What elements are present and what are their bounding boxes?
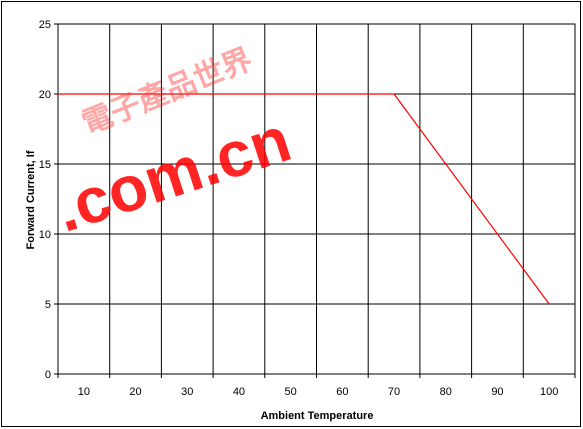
y-tick-label: 15 bbox=[39, 159, 51, 171]
x-tick-label: 90 bbox=[491, 386, 503, 398]
x-tick-labels: 10 20 30 40 50 60 70 80 90 100 bbox=[78, 386, 559, 398]
y-axis-title: Forward Current, If bbox=[25, 150, 37, 249]
y-tick-label: 20 bbox=[39, 89, 51, 101]
y-tick-label: 0 bbox=[45, 369, 51, 381]
x-tick-label: 40 bbox=[233, 386, 245, 398]
x-tick-label: 10 bbox=[78, 386, 90, 398]
watermark: 電子產品世界 .com.cn bbox=[47, 42, 299, 246]
x-tick-label: 100 bbox=[540, 386, 558, 398]
y-tick-label: 5 bbox=[45, 299, 51, 311]
x-tick-label: 80 bbox=[440, 386, 452, 398]
x-tick-label: 50 bbox=[285, 386, 297, 398]
gridlines bbox=[58, 23, 575, 374]
x-tick-label: 20 bbox=[129, 386, 141, 398]
x-axis-title: Ambient Temperature bbox=[261, 410, 374, 422]
x-tick-label: 70 bbox=[388, 386, 400, 398]
series-group bbox=[58, 93, 550, 305]
series-line bbox=[58, 93, 550, 305]
axis-ticks bbox=[54, 23, 576, 378]
y-tick-label: 10 bbox=[39, 229, 51, 241]
x-tick-label: 60 bbox=[336, 386, 348, 398]
y-tick-label: 25 bbox=[39, 19, 51, 31]
x-tick-label: 30 bbox=[181, 386, 193, 398]
y-tick-labels: 0 5 10 15 20 25 bbox=[39, 19, 51, 381]
